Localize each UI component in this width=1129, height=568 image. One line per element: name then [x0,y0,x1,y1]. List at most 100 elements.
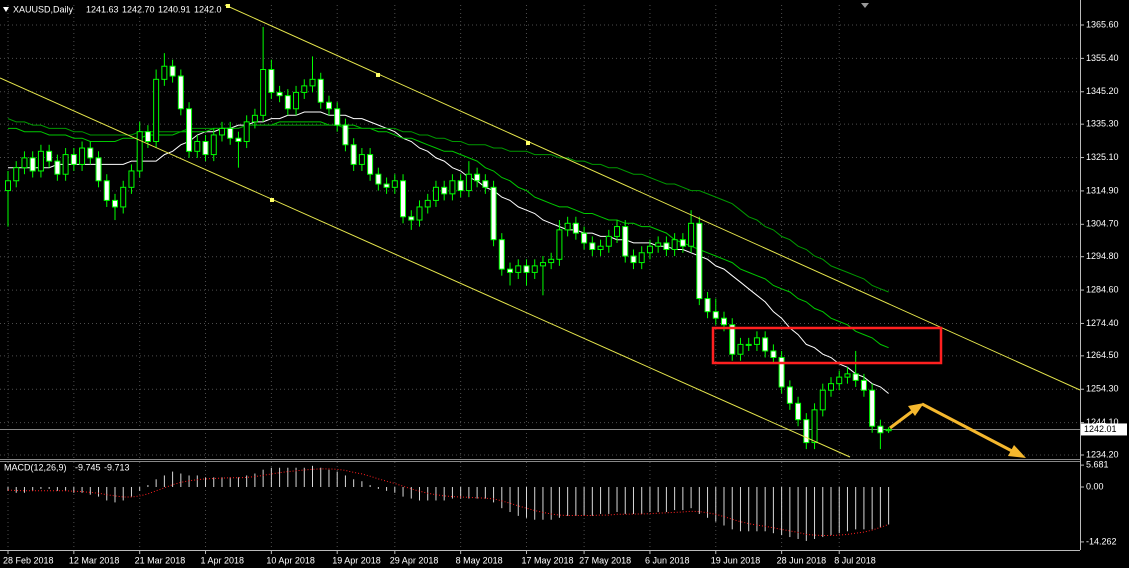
candle-body [860,379,867,391]
header-close: 1242.0 [194,4,222,14]
y-tick-label: 1234.20 [1086,449,1119,459]
x-tick-label: 1 Apr 2018 [201,555,245,565]
forecast-arrow [921,402,1013,453]
candle-body [79,147,86,165]
candle-body [605,235,612,247]
candle-body [136,131,143,172]
candle-body [87,147,94,159]
candle-body [194,140,201,152]
candle-body [293,91,300,110]
macd-y-tick-label: -14.262 [1086,536,1117,546]
header-low: 1240.91 [158,4,191,14]
candle-body [383,183,390,188]
candle-body [432,186,439,201]
candle-body [210,134,217,156]
candle-body [416,206,423,221]
candle-body [358,154,365,165]
candle-body [449,180,456,195]
candle-body [811,409,818,444]
macd-y-tick-label: 0.00 [1086,481,1104,491]
candle-body [663,242,670,250]
candle-body [712,311,719,319]
y-tick-label: 1355.40 [1086,53,1119,63]
candle-body [737,343,744,355]
candle-body [325,101,332,110]
candle-body [531,265,538,273]
candle-body [556,229,563,260]
macd-y-tick-label: 5.681 [1086,459,1109,469]
y-tick-label: 1294.80 [1086,251,1119,261]
shift-marker [861,3,869,8]
candle-body [400,180,407,218]
candle-body [507,268,514,273]
candle-body [482,180,489,188]
moving-average [8,111,889,394]
highlight-box [711,326,943,365]
candle-body [803,419,810,444]
candle-body [243,121,250,142]
candle-body [21,157,28,169]
candle-body [786,386,793,404]
candle-body [46,150,53,162]
candle-body [284,95,291,110]
labels: 1365.60 1355.40 1345.20 1335.30 1325.10 1314.… [3,19,1127,565]
candle-body [111,199,118,208]
candle-body [852,373,859,381]
y-tick-label: 1365.60 [1086,19,1119,29]
channel-handle [376,73,380,77]
candle-body [753,337,760,345]
candle-body [367,154,374,175]
candle-body [128,170,135,188]
candle-body [539,262,546,267]
candle-body [169,65,176,77]
candle-body [638,252,645,264]
x-tick-label: 28 Feb 2018 [3,555,54,565]
channel-handle [526,141,530,145]
candle-body [465,173,472,192]
candle-body [276,91,283,97]
symbol-marker [3,7,9,12]
candle-body [218,127,225,136]
candle-body [679,239,686,247]
candle-body [70,154,77,165]
candle-body [828,383,834,391]
forecast-arrowhead [908,403,924,416]
grid [0,5,1080,550]
candle-body [13,167,20,182]
y-tick-label: 1254.30 [1086,384,1119,394]
y-tick-label: 1264.50 [1086,350,1119,360]
x-tick-label: 19 Apr 2018 [332,555,381,565]
candle-body [29,157,36,172]
candle-body [120,186,127,208]
x-tick-label: 19 Jun 2018 [711,555,761,565]
current-price-box [1081,423,1127,436]
candle-body [490,186,497,241]
signal-last-value: -9.713 [104,462,130,472]
candle-body [745,343,752,346]
candle-body [836,376,843,385]
candle-body [515,265,522,273]
y-tick-label: 1335.30 [1086,119,1119,129]
x-tick-label: 28 Jun 2018 [777,555,827,565]
candle-body [202,140,209,156]
candle-body [548,258,555,264]
candle-body [614,226,621,237]
candle-body [581,232,588,244]
candle-body [597,245,604,250]
candle-body [161,65,168,80]
candle-body [375,173,382,185]
candle-body [729,324,736,355]
candle-body [655,242,662,247]
channel-upper [224,4,1081,391]
x-tick-label: 6 Jun 2018 [645,555,690,565]
candle-body [646,245,653,254]
candle-body [260,69,267,116]
current-price-label: 1242.01 [1084,424,1117,434]
candle-body [457,180,464,192]
candle-body [696,222,703,300]
candle-body [251,114,258,123]
candle-body [342,124,349,146]
macd-signal [7,468,889,536]
